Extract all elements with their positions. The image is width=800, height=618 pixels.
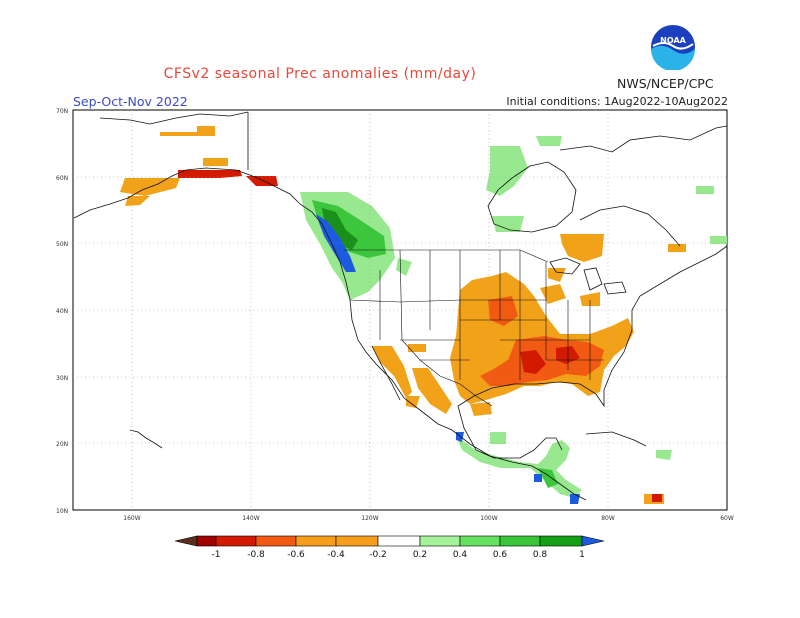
anomaly-wet-patch [492, 216, 524, 232]
colorbar-swatch [295, 535, 337, 547]
colorbar-swatch [335, 535, 379, 547]
map-graticule [73, 110, 727, 510]
colorbar-swatch [377, 535, 421, 547]
logo-text: NOAA [660, 36, 686, 45]
anomaly-wet-patch [486, 146, 528, 196]
colorbar-label: 1 [579, 550, 585, 560]
colorbar-swatch [539, 535, 583, 547]
map-frame [72, 109, 728, 511]
colorbar-label: -0.4 [327, 550, 345, 560]
colorbar-swatch [499, 535, 541, 547]
colorbar-left-arrow [174, 535, 198, 547]
anomaly-wet-patch [538, 468, 558, 488]
anomaly-patches [120, 126, 727, 504]
initial-conditions-label: Initial conditions: 1Aug2022-10Aug2022 [506, 95, 728, 108]
anomaly-wet-patch [322, 208, 358, 250]
anomaly-wet-patch [536, 136, 562, 146]
anomaly-dry-patch [520, 350, 546, 374]
anomaly-dry-patch [372, 346, 412, 398]
latitude-labels: 70N 60N 50N 40N 30N 20N 10N [56, 108, 68, 515]
anomaly-dry-patch [548, 268, 566, 282]
colorbar-legend: -1 -0.8 -0.6 -0.4 -0.2 0.2 0.4 0.6 0.8 1 [174, 535, 605, 560]
lat-tick-label: 40N [56, 308, 68, 315]
coastlines [73, 111, 728, 501]
lon-tick-label: 80W [601, 515, 615, 522]
colorbar-label: -0.8 [247, 550, 265, 560]
colorbar-swatch [459, 535, 501, 547]
colorbar-label: 0.4 [453, 550, 468, 560]
anomaly-dry-patch [412, 368, 452, 414]
anomaly-wet-patch [534, 474, 542, 482]
anomaly-wet-patch [710, 236, 727, 244]
anomaly-dry-patch [580, 292, 600, 306]
anomaly-wet-patch [570, 494, 580, 504]
colorbar-swatch [419, 535, 461, 547]
anomaly-dry-patch [668, 244, 686, 252]
anomaly-dry-patch [203, 158, 228, 166]
colorbar-right-arrow [581, 535, 605, 547]
lat-tick-label: 60N [56, 175, 68, 182]
lon-tick-label: 100W [480, 515, 497, 522]
colorbar-label: -1 [212, 550, 221, 560]
anomaly-wet-patch [696, 186, 714, 194]
colorbar-label: 0.6 [493, 550, 508, 560]
anomaly-dry-patch [652, 494, 662, 502]
noaa-logo-icon: NOAA [651, 25, 695, 70]
anomaly-wet-patch [656, 450, 672, 460]
colorbar-label: -0.6 [287, 550, 305, 560]
anomaly-dry-patch [470, 402, 492, 416]
anomaly-dry-patch [246, 176, 278, 186]
colorbar-swatch [215, 535, 257, 547]
lon-tick-label: 160W [123, 515, 140, 522]
lat-tick-label: 10N [56, 508, 68, 515]
season-label: Sep-Oct-Nov 2022 [73, 94, 188, 109]
lon-tick-label: 120W [361, 515, 378, 522]
colorbar-label: 0.2 [413, 550, 427, 560]
anomaly-wet-patch [490, 432, 506, 444]
colorbar-swatch [196, 535, 217, 547]
lat-tick-label: 20N [56, 441, 68, 448]
political-borders [344, 249, 604, 407]
lat-tick-label: 50N [56, 241, 68, 248]
lon-tick-label: 140W [242, 515, 259, 522]
anomaly-dry-patch [488, 296, 518, 326]
anomaly-dry-patch [560, 234, 604, 262]
anomaly-dry-patch [160, 126, 215, 136]
anomaly-dry-patch [125, 196, 150, 206]
organization-label: NWS/NCEP/CPC [617, 76, 714, 91]
lat-tick-label: 30N [56, 375, 68, 382]
colorbar-swatch [255, 535, 297, 547]
colorbar-label: 0.8 [533, 550, 548, 560]
lat-tick-label: 70N [56, 108, 68, 115]
colorbar-label: -0.2 [369, 550, 387, 560]
map-title: CFSv2 seasonal Prec anomalies (mm/day) [163, 66, 477, 82]
anomaly-dry-patch [178, 170, 242, 178]
anomaly-wet-patch [316, 214, 356, 272]
longitude-labels: 160W 140W 120W 100W 80W 60W [123, 515, 734, 522]
anomaly-dry-patch [540, 284, 566, 304]
anomaly-dry-patch [406, 396, 420, 408]
lon-tick-label: 60W [720, 515, 734, 522]
anomaly-dry-patch [408, 344, 426, 352]
